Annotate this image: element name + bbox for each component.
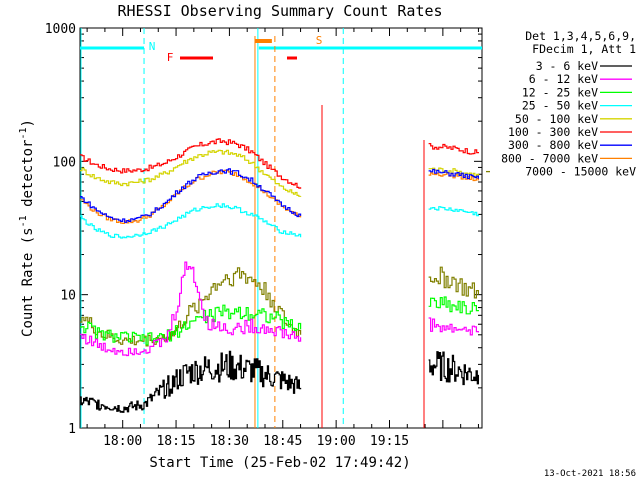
y-axis-label-end: ) [20, 119, 36, 127]
legend-label: 7000 - 15000 keV [525, 165, 636, 179]
series-25-50-kev-after-saa [428, 206, 479, 217]
series-100-300-kev-before-saa [80, 138, 302, 189]
x-tick-label: 18:15 [156, 434, 195, 449]
series-12-25-kev-before-saa [80, 304, 302, 346]
chart-title: RHESSI Observing Summary Count Rates [117, 2, 442, 20]
y-axis-label-main: Count Rate (s [20, 227, 36, 337]
series-3-6-kev-before-saa [80, 350, 302, 413]
x-tick-label: 19:00 [317, 434, 356, 449]
y-tick-label: 1 [68, 422, 76, 437]
legend: Det 1,3,4,5,6,9,FDecim 1, Att 1 3 - 6 keV… [486, 29, 636, 179]
series-3-6-kev-after-saa [428, 351, 479, 386]
y-tick-label: 100 [53, 155, 76, 170]
series-6-12-kev-before-saa [80, 261, 302, 357]
legend-label: 6 - 12 keV [529, 72, 598, 86]
marker-f: F [167, 51, 174, 64]
y-axis-label-mid: detector [20, 140, 36, 216]
series-7000-15000-kev-before-saa [80, 267, 302, 347]
plot-frame [79, 27, 483, 429]
y-axis-label: Count Rate (s-1 detector-1) [18, 119, 36, 337]
legend-label: 300 - 800 keV [508, 138, 598, 152]
series-12-25-kev-after-saa [428, 296, 479, 315]
series-50-100-kev-before-saa [80, 149, 302, 197]
legend-label: 800 - 7000 keV [501, 151, 598, 165]
y-axis-label-sup1: -1 [18, 215, 29, 227]
x-tick-label: 18:45 [263, 434, 302, 449]
x-axis-label: Start Time (25-Feb-02 17:49:42) [149, 455, 410, 471]
x-tick-label: 18:00 [103, 434, 142, 449]
x-tick-label: 18:30 [210, 434, 249, 449]
legend-header: FDecim 1, Att 1 [532, 42, 636, 56]
footer-date: 13-Oct-2021 18:56 [544, 469, 636, 479]
legend-label: 100 - 300 keV [508, 125, 598, 139]
series-6-12-kev-after-saa [428, 317, 479, 336]
y-tick-label: 10 [60, 289, 76, 304]
series-7000-15000-kev-after-saa [428, 266, 479, 299]
legend-label: 50 - 100 keV [515, 112, 598, 126]
y-tick-label: 1000 [45, 22, 76, 37]
y-axis-label-sup2: -1 [18, 127, 29, 139]
legend-header: Det 1,3,4,5,6,9, [525, 29, 636, 43]
series-100-300-kev-after-saa [428, 143, 479, 155]
marker-n: N [149, 40, 156, 53]
series-300-800-kev-after-saa [428, 168, 479, 180]
series-800-7000-kev-after-saa [428, 172, 479, 182]
legend-label: 3 - 6 keV [536, 59, 598, 73]
series-25-50-kev-before-saa [80, 203, 302, 239]
legend-label: 12 - 25 keV [522, 85, 598, 99]
legend-label: 25 - 50 keV [522, 99, 598, 113]
x-tick-label: 19:15 [370, 434, 409, 449]
marker-s: S [316, 34, 323, 47]
series-300-800-kev-before-saa [80, 168, 302, 223]
series-800-7000-kev-before-saa [80, 169, 302, 224]
